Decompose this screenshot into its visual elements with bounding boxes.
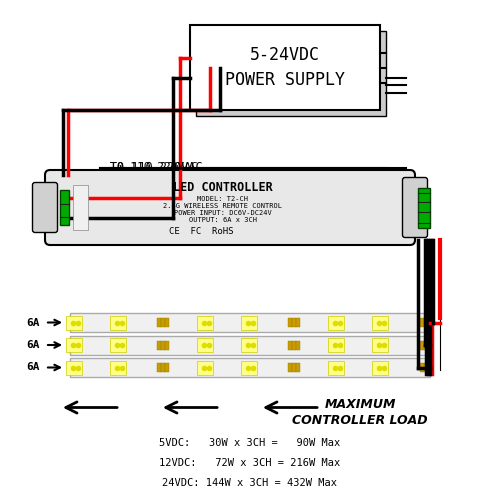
Bar bbox=[372, 360, 388, 374]
Text: CE  FC  RoHS: CE FC RoHS bbox=[169, 226, 234, 235]
Text: 12VDC:   72W x 3CH = 216W Max: 12VDC: 72W x 3CH = 216W Max bbox=[160, 458, 340, 468]
Bar bbox=[328, 316, 344, 330]
Bar bbox=[60, 190, 69, 225]
Bar bbox=[70, 336, 430, 354]
Text: MODEL: T2-CH: MODEL: T2-CH bbox=[198, 196, 248, 202]
Text: POWER INPUT: DC6V-DC24V: POWER INPUT: DC6V-DC24V bbox=[174, 210, 272, 216]
Bar bbox=[296, 363, 300, 372]
Bar bbox=[372, 338, 388, 352]
Bar bbox=[165, 363, 169, 372]
Bar bbox=[424, 363, 428, 372]
Bar bbox=[288, 318, 292, 327]
Bar bbox=[241, 316, 257, 330]
Bar bbox=[165, 318, 169, 327]
Text: 6A: 6A bbox=[26, 318, 40, 328]
FancyBboxPatch shape bbox=[402, 178, 427, 238]
Bar bbox=[161, 318, 165, 327]
Bar bbox=[424, 340, 428, 349]
Text: 6A: 6A bbox=[26, 340, 40, 350]
Text: LED CONTROLLER: LED CONTROLLER bbox=[173, 181, 272, 194]
Bar bbox=[110, 316, 126, 330]
Bar bbox=[196, 31, 386, 116]
Text: 2.4G WIRELESS REMOTE CONTROL: 2.4G WIRELESS REMOTE CONTROL bbox=[164, 203, 282, 209]
Bar bbox=[428, 363, 432, 372]
Bar bbox=[296, 318, 300, 327]
Bar bbox=[157, 363, 161, 372]
Bar bbox=[296, 340, 300, 349]
Text: OUTPUT: 6A x 3CH: OUTPUT: 6A x 3CH bbox=[189, 217, 257, 223]
Bar bbox=[70, 358, 430, 377]
Bar bbox=[72, 185, 88, 230]
Bar bbox=[157, 340, 161, 349]
Bar bbox=[161, 340, 165, 349]
FancyBboxPatch shape bbox=[32, 182, 58, 232]
Bar bbox=[66, 360, 82, 374]
Bar bbox=[110, 360, 126, 374]
Bar bbox=[428, 318, 432, 327]
Text: T0 110-220VAC: T0 110-220VAC bbox=[110, 161, 202, 174]
Bar bbox=[420, 318, 424, 327]
Bar bbox=[328, 338, 344, 352]
Bar bbox=[372, 316, 388, 330]
Bar bbox=[428, 340, 432, 349]
Bar bbox=[420, 340, 424, 349]
FancyBboxPatch shape bbox=[45, 170, 415, 245]
Bar bbox=[197, 316, 213, 330]
Bar bbox=[165, 340, 169, 349]
Bar bbox=[66, 338, 82, 352]
Bar bbox=[197, 360, 213, 374]
Bar bbox=[197, 338, 213, 352]
Bar bbox=[190, 25, 380, 110]
Bar bbox=[292, 318, 296, 327]
Bar bbox=[66, 316, 82, 330]
Bar bbox=[157, 318, 161, 327]
Bar bbox=[328, 360, 344, 374]
Bar bbox=[241, 338, 257, 352]
Bar bbox=[70, 313, 430, 332]
Bar bbox=[288, 340, 292, 349]
Text: 6A: 6A bbox=[26, 362, 40, 372]
Text: 24VDC: 144W x 3CH = 432W Max: 24VDC: 144W x 3CH = 432W Max bbox=[162, 478, 338, 488]
Bar bbox=[292, 340, 296, 349]
Bar bbox=[418, 188, 430, 228]
Bar bbox=[424, 318, 428, 327]
Text: MAXIMUM
CONTROLLER LOAD: MAXIMUM CONTROLLER LOAD bbox=[292, 398, 428, 428]
Bar bbox=[110, 338, 126, 352]
Text: 5VDC:   30W x 3CH =   90W Max: 5VDC: 30W x 3CH = 90W Max bbox=[160, 438, 340, 448]
Bar bbox=[241, 360, 257, 374]
Text: T0 110-220VAC: T0 110-220VAC bbox=[110, 162, 198, 172]
Text: 5-24VDC: 5-24VDC bbox=[250, 46, 320, 64]
Bar bbox=[161, 363, 165, 372]
Bar bbox=[292, 363, 296, 372]
Text: POWER SUPPLY: POWER SUPPLY bbox=[225, 71, 345, 89]
Bar bbox=[420, 363, 424, 372]
Bar bbox=[288, 363, 292, 372]
